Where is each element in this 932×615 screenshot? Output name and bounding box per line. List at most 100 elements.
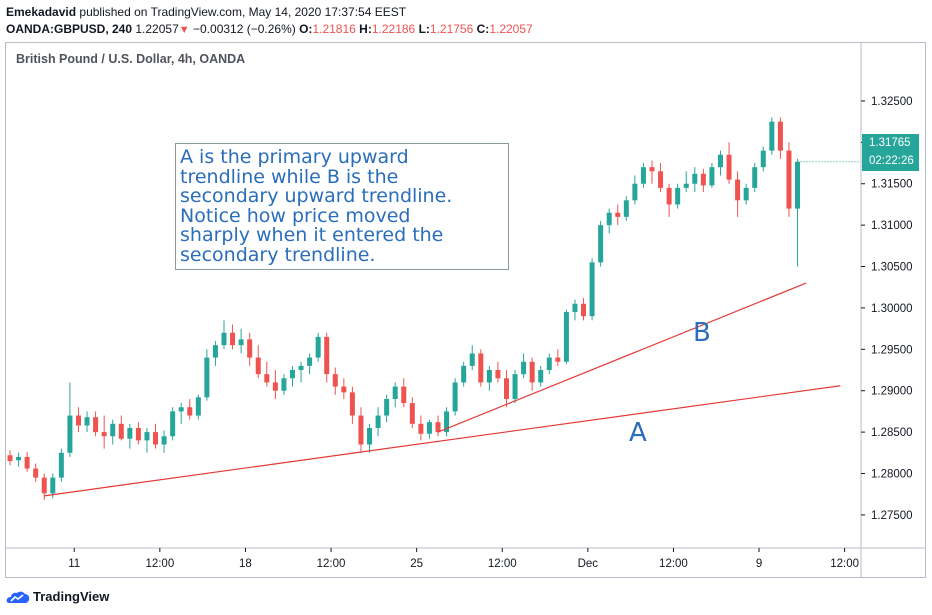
- high-label: H:: [359, 22, 372, 36]
- x-tick-label: 12:00: [830, 558, 859, 570]
- candle-body: [709, 167, 715, 186]
- candle-body: [572, 303, 578, 313]
- trendline-a-label[interactable]: A: [629, 418, 647, 448]
- candle-body: [735, 179, 741, 201]
- candle-body: [16, 456, 22, 461]
- candle-body: [452, 382, 458, 412]
- x-tick-label: Dec: [578, 558, 599, 570]
- candle-body: [307, 357, 313, 366]
- symbol-name[interactable]: OANDA:GBPUSD, 240: [6, 22, 133, 36]
- x-tick-label: 18: [239, 558, 252, 570]
- candle-body: [238, 339, 244, 346]
- close-value: 1.22057: [489, 22, 533, 36]
- y-tick-label: 1.27500: [871, 510, 913, 522]
- candle-body: [692, 173, 698, 184]
- candle-body: [495, 370, 501, 379]
- candle-body: [717, 154, 723, 168]
- candle-body: [581, 303, 587, 317]
- candle-body: [700, 173, 706, 186]
- candle-body: [144, 432, 150, 441]
- candle-body: [777, 121, 783, 151]
- chart-header: Emekadavid published on TradingView.com,…: [0, 0, 932, 40]
- down-arrow-icon: ▼: [178, 24, 190, 36]
- candle-body: [127, 427, 133, 439]
- candle-body: [161, 436, 167, 445]
- high-value: 1.22186: [371, 22, 416, 36]
- y-tick-label: 1.31000: [871, 220, 913, 232]
- candle-body: [110, 423, 116, 437]
- x-tick-label: 25: [410, 558, 423, 570]
- candle-body: [67, 415, 73, 453]
- candle-body: [255, 357, 261, 375]
- annotation-line: secondary trendline.: [180, 243, 376, 266]
- y-tick-label: 1.32500: [871, 96, 913, 108]
- x-tick-label: 11: [68, 558, 80, 570]
- candle-body: [461, 365, 467, 383]
- candle-body: [281, 378, 287, 391]
- tradingview-logo-icon[interactable]: [6, 589, 30, 605]
- candle-body: [24, 456, 30, 469]
- candle-body: [84, 417, 90, 426]
- candle-body: [760, 150, 766, 168]
- publisher-name[interactable]: Emekadavid: [6, 5, 77, 19]
- candle-body: [683, 183, 689, 188]
- y-tick-label: 1.29500: [871, 344, 913, 356]
- x-tick-label: 12:00: [659, 558, 688, 570]
- candle-body: [195, 397, 201, 416]
- trendline-b-label[interactable]: B: [693, 318, 711, 348]
- x-tick-label: 12:00: [145, 558, 174, 570]
- candle-body: [469, 353, 475, 366]
- candle-body: [401, 386, 407, 404]
- candle-body: [230, 332, 236, 346]
- candle-body: [589, 262, 595, 317]
- candle-body: [409, 403, 415, 424]
- open-value: 1.21816: [312, 22, 356, 36]
- candle-body: [367, 427, 373, 445]
- candle-body: [640, 167, 646, 184]
- candle-body: [743, 187, 749, 201]
- candle-body: [478, 353, 484, 383]
- candle-body: [418, 423, 424, 434]
- candle-body: [41, 477, 47, 494]
- chart-title: British Pound / U.S. Dollar, 4h, OANDA: [16, 52, 246, 66]
- tradingview-brand[interactable]: TradingView: [33, 589, 110, 604]
- candle-body: [358, 415, 364, 445]
- bar-countdown: 02:22:26: [869, 155, 914, 167]
- candle-body: [435, 422, 441, 433]
- x-tick-label: 12:00: [317, 558, 346, 570]
- publish-line: Emekadavid published on TradingView.com,…: [6, 5, 406, 19]
- y-tick-label: 1.30500: [871, 262, 913, 274]
- candle-body: [546, 357, 552, 371]
- y-tick-label: 1.30000: [871, 303, 913, 315]
- candle-body: [349, 392, 355, 416]
- trendline-b: [437, 282, 807, 433]
- candle-body: [135, 427, 141, 441]
- candle-body: [50, 477, 56, 494]
- candle-body: [153, 432, 159, 445]
- candle-body: [529, 361, 535, 383]
- annotation-line: trendline while B is the: [180, 165, 399, 188]
- candle-body: [93, 417, 99, 433]
- candle-body: [444, 411, 450, 433]
- annotation-box[interactable]: A is the primary upward trendline while …: [175, 143, 509, 270]
- y-tick-label: 1.31500: [871, 179, 913, 191]
- candle-body: [786, 150, 792, 209]
- candle-body: [666, 187, 672, 205]
- price-change: −0.00312 (−0.26%): [193, 22, 296, 36]
- close-label: C:: [476, 22, 490, 36]
- candle-body: [675, 187, 681, 205]
- annotation-line: A is the primary upward: [180, 146, 409, 168]
- last-price: 1.22057: [135, 22, 179, 36]
- candle-body: [187, 407, 193, 416]
- candle-body: [752, 167, 758, 188]
- candle-body: [341, 386, 347, 393]
- y-tick-label: 1.28500: [871, 427, 913, 439]
- candle-body: [795, 161, 801, 209]
- chart-pane[interactable]: [5, 42, 926, 578]
- low-label: L:: [418, 22, 430, 36]
- candle-body: [606, 212, 612, 226]
- current-price-badge: 1.31765 02:22:26: [862, 134, 919, 171]
- candle-body: [298, 365, 304, 371]
- candle-body: [33, 468, 39, 478]
